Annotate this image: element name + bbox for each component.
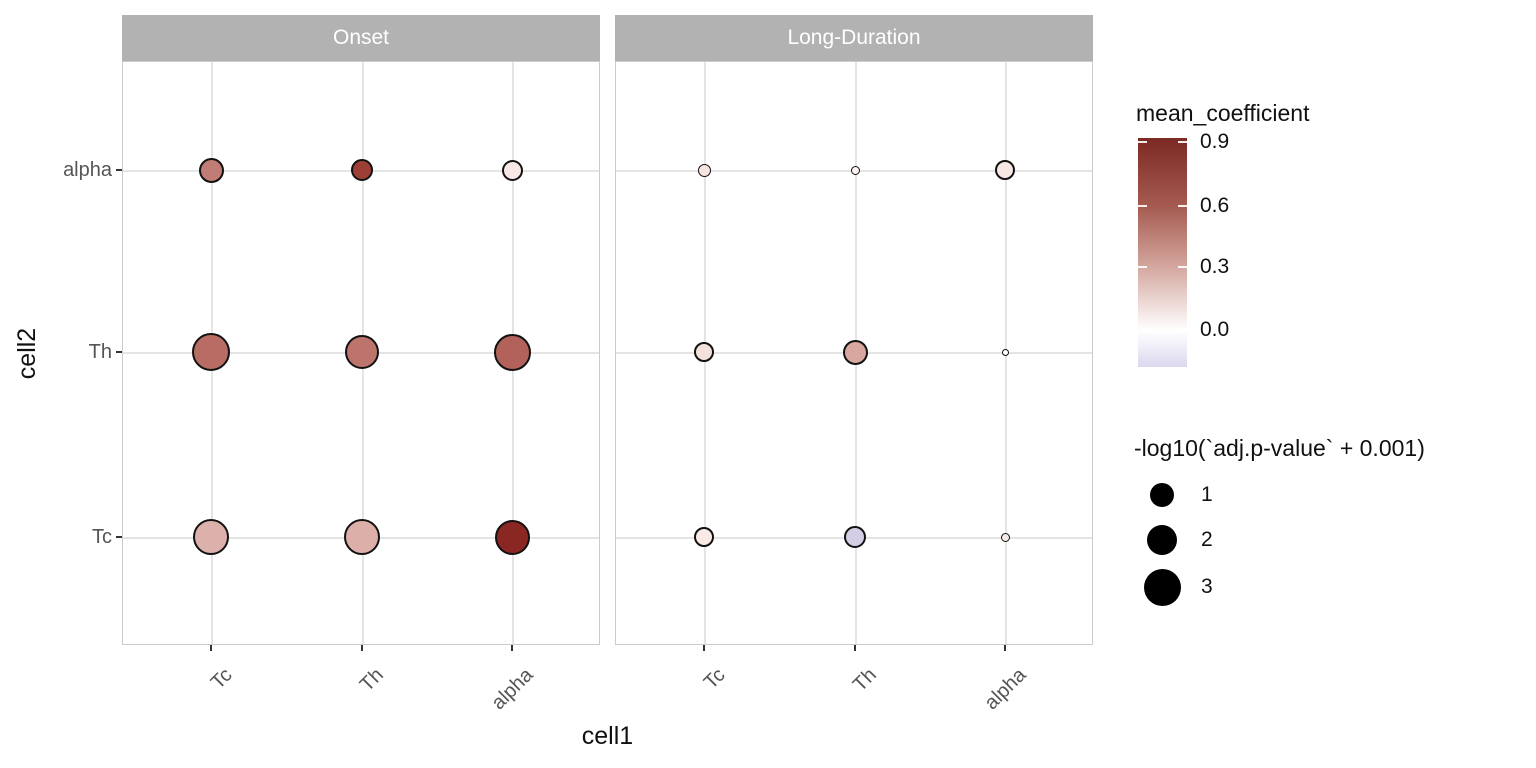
colorbar-tick-label: 0.0 — [1200, 318, 1230, 341]
y-tick-label-alpha: alpha — [63, 159, 112, 181]
y-axis-title-box: cell2 — [2, 230, 54, 476]
gridline-horizontal — [123, 170, 599, 172]
color-legend-title: mean_coefficient — [1136, 100, 1310, 126]
panel-onset — [122, 61, 600, 645]
colorbar-tick-label: 0.3 — [1200, 255, 1230, 278]
gridline-horizontal — [616, 170, 1092, 172]
facet-strip-label: Onset — [332, 26, 390, 49]
x-axis-tick — [703, 645, 705, 651]
size-legend-key-label: 2 — [1201, 528, 1213, 551]
gridline-horizontal — [123, 352, 599, 354]
facet-strip-long-duration: Long-Duration — [615, 15, 1093, 61]
gridline-horizontal — [616, 352, 1092, 354]
colorbar-tick-label: 0.6 — [1200, 194, 1230, 217]
x-axis-tick — [1004, 645, 1006, 651]
y-axis-title: cell2 — [13, 327, 42, 379]
x-tick-label-Tc: Tc — [206, 664, 237, 694]
gridline-horizontal — [616, 537, 1092, 539]
x-axis-tick — [210, 645, 212, 651]
facet-strip-label: Long-Duration — [787, 26, 921, 49]
x-axis-tick — [854, 645, 856, 651]
x-tick-label-alpha: alpha — [487, 664, 538, 715]
size-legend-key-label: 3 — [1201, 575, 1213, 598]
size-legend-key-label: 1 — [1201, 483, 1213, 506]
x-axis-tick — [361, 645, 363, 651]
gridline-horizontal — [123, 537, 599, 539]
colorbar-tick-label: 0.9 — [1200, 130, 1230, 153]
x-tick-label-Tc: Tc — [699, 664, 730, 694]
panel-long-duration — [615, 61, 1093, 645]
x-tick-label-Th: Th — [848, 664, 881, 697]
facet-strip-onset: Onset — [122, 15, 600, 61]
color-legend-gradient-bar — [1138, 138, 1187, 367]
x-tick-label-Th: Th — [355, 664, 388, 697]
size-legend-key-circle — [1150, 483, 1174, 507]
x-axis-title: cell1 — [581, 722, 634, 750]
size-legend-key-circle — [1147, 525, 1177, 555]
size-legend-title: -log10(`adj.p-value` + 0.001) — [1134, 435, 1425, 461]
x-tick-label-alpha: alpha — [980, 664, 1031, 715]
size-legend-key-circle — [1143, 568, 1181, 606]
x-axis-tick — [511, 645, 513, 651]
y-tick-label-Tc: Tc — [92, 526, 112, 548]
